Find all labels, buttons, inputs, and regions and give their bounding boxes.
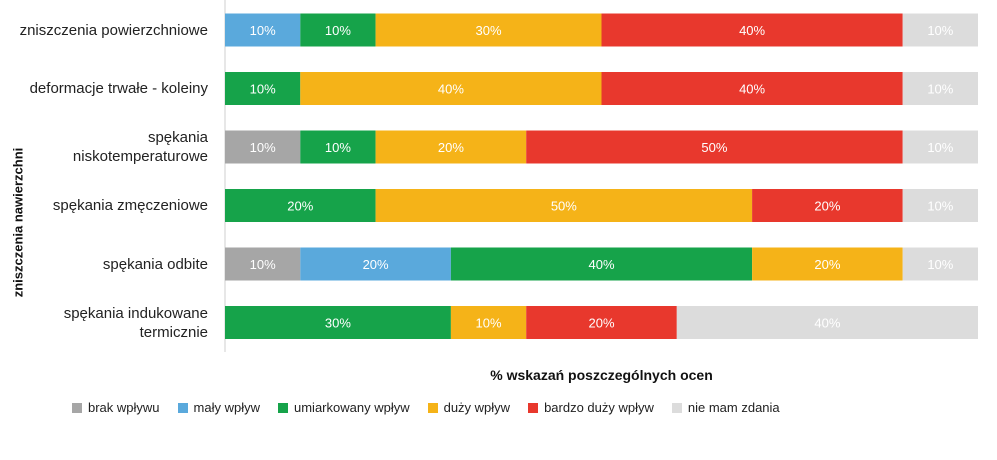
legend-label: bardzo duży wpływ [544, 400, 654, 415]
bar-segment [300, 13, 376, 47]
bar-segment [375, 130, 527, 164]
data-label: 10% [325, 23, 351, 38]
data-label: 10% [927, 140, 953, 155]
data-label: 40% [814, 316, 840, 331]
bar-segment [375, 13, 602, 47]
bar-segment [225, 306, 451, 339]
bar-segment [902, 189, 978, 222]
bar-segment [601, 13, 903, 47]
bar-segment [676, 306, 978, 339]
data-label: 30% [325, 316, 351, 331]
data-label: 10% [927, 257, 953, 272]
bar-segment [225, 189, 376, 222]
data-label: 10% [250, 82, 276, 97]
data-label: 20% [588, 316, 614, 331]
data-label: 20% [363, 257, 389, 272]
category-label: spękania niskotemperaturowe [72, 129, 208, 165]
bar-segment [375, 189, 753, 222]
bar-segment [526, 306, 677, 339]
data-label: 50% [701, 140, 727, 155]
bar-segment [601, 72, 903, 105]
legend-swatch [278, 402, 288, 413]
legend-item: nie mam zdania [671, 400, 780, 415]
data-label: 10% [325, 140, 351, 155]
legend-item: mały wpływ [177, 400, 260, 415]
legend: brak wpływu mały wpływ umiarkowany wpływ du… [72, 400, 798, 415]
data-label: 40% [588, 257, 614, 272]
data-label: 10% [250, 140, 276, 155]
bar-segment [902, 130, 978, 164]
data-label: 40% [739, 23, 765, 38]
data-label: 10% [250, 257, 276, 272]
bar-segment [902, 247, 978, 281]
category-label: deformacje trwałe - koleiny [29, 80, 208, 97]
data-label: 20% [814, 199, 840, 214]
bar-segment [225, 13, 301, 47]
data-label: 10% [927, 82, 953, 97]
data-label: 20% [287, 199, 313, 214]
y-axis-title: zniszczenia nawierzchni [10, 147, 26, 298]
legend-swatch [72, 402, 82, 413]
legend-swatch [671, 402, 682, 413]
data-label: 20% [814, 257, 840, 272]
data-label: 50% [551, 199, 577, 214]
legend-item: brak wpływu [72, 400, 160, 415]
category-label: spękania odbite [102, 255, 208, 273]
data-label: 40% [739, 82, 765, 97]
bar-segment [450, 247, 753, 281]
data-label: 10% [927, 199, 953, 214]
category-label: spękania indukowane termicznie [63, 304, 208, 341]
bar-segment [450, 306, 527, 339]
legend-item: umiarkowany wpływ [278, 400, 410, 415]
data-label: 10% [250, 23, 276, 38]
x-axis-title: % wskazań poszczególnych ocen [490, 367, 713, 383]
bar-segment [225, 130, 301, 164]
data-label: 10% [927, 23, 953, 38]
legend-label: umiarkowany wpływ [294, 400, 410, 415]
legend-swatch [528, 402, 539, 413]
category-label: zniszczenia powierzchniowe [19, 21, 208, 39]
legend-label: nie mam zdania [687, 400, 780, 415]
bar-segment [902, 13, 978, 47]
bar-segment [300, 247, 451, 281]
legend-label: mały wpływ [193, 400, 260, 415]
bar-segment [902, 72, 978, 105]
data-label: 40% [438, 82, 464, 97]
data-label: 20% [438, 140, 464, 155]
bar-segment [752, 189, 903, 222]
legend-label: duży wpływ [443, 400, 511, 415]
bar-segment [300, 72, 602, 105]
legend-item: duży wpływ [427, 400, 511, 415]
data-label: 10% [476, 316, 502, 331]
bar-segment [300, 130, 376, 164]
bar-segment [526, 130, 903, 164]
legend-label: brak wpływu [88, 400, 160, 415]
category-label: spękania zmęczeniowe [52, 197, 208, 214]
legend-swatch [427, 402, 438, 413]
bar-segment [225, 247, 301, 281]
data-label: 30% [476, 23, 502, 38]
legend-item: bardzo duży wpływ [528, 400, 654, 415]
legend-swatch [177, 402, 188, 413]
bar-segment [225, 72, 301, 105]
bar-segment [752, 247, 903, 281]
